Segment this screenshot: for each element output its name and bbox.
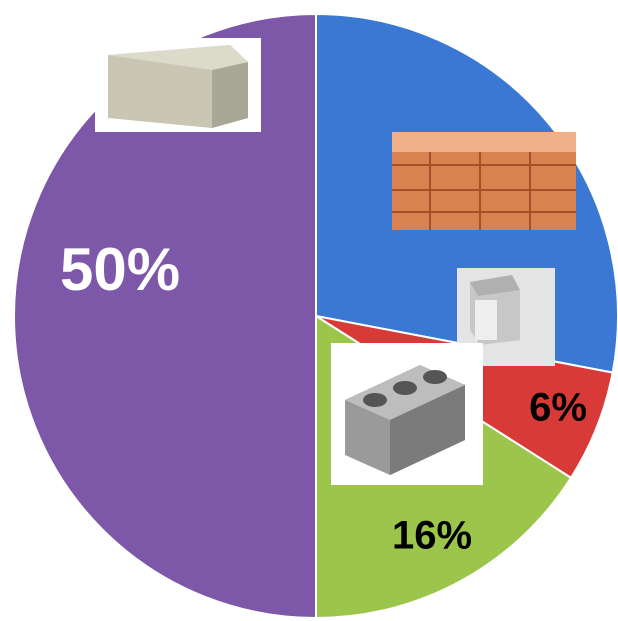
value-label: 16%: [392, 514, 472, 558]
aerated-block-photo: [95, 38, 261, 132]
photos: [95, 38, 576, 485]
value-labels: 6% 16% 50%: [60, 236, 587, 558]
value-label: 50%: [60, 236, 180, 303]
cinder-block-photo: [331, 343, 483, 485]
value-label: 6%: [529, 386, 587, 430]
bricks-photo: [392, 132, 576, 230]
